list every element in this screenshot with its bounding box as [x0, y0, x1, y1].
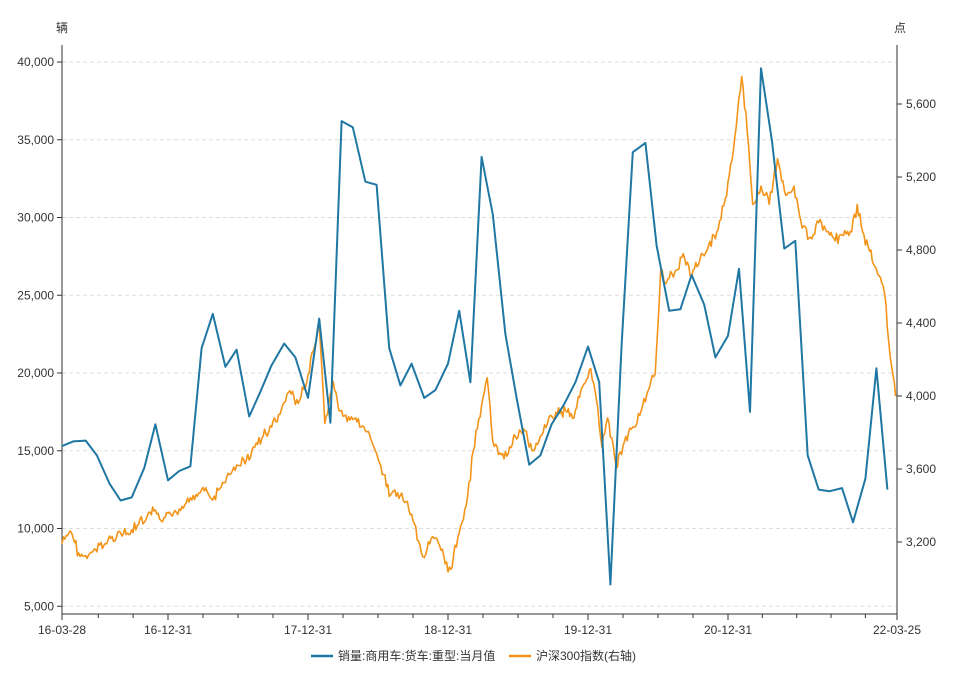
- left-tick-label: 35,000: [17, 133, 54, 147]
- x-tick-label: 19-12-31: [564, 623, 612, 637]
- right-tick-label: 4,400: [906, 316, 936, 330]
- left-tick-label: 30,000: [17, 211, 54, 225]
- x-tick-label: 20-12-31: [704, 623, 752, 637]
- right-tick-label: 3,600: [906, 462, 936, 476]
- x-tick-label: 16-12-31: [144, 623, 192, 637]
- x-tick-label: 16-03-28: [38, 623, 86, 637]
- left-tick-label: 10,000: [17, 522, 54, 536]
- left-tick-label: 40,000: [17, 55, 54, 69]
- left-axis-unit: 辆: [56, 21, 68, 35]
- right-tick-label: 5,600: [906, 97, 936, 111]
- right-tick-label: 5,200: [906, 170, 936, 184]
- axis-ticks: 5,000 10,000 15,000 20,000 25,000 30,000 35,00…: [17, 55, 936, 637]
- left-tick-label: 20,000: [17, 366, 54, 380]
- series-layer: [61, 67, 897, 586]
- legend: 销量:商用车:货车:重型:当月值 沪深300指数(右轴): [311, 648, 636, 663]
- left-tick-label: 15,000: [17, 444, 54, 458]
- series-line-sales: [61, 67, 889, 586]
- x-tick-label: 22-03-25: [873, 623, 921, 637]
- legend-label: 销量:商用车:货车:重型:当月值: [338, 648, 495, 663]
- x-tick-label: 18-12-31: [424, 623, 472, 637]
- right-axis-unit: 点: [894, 21, 906, 35]
- x-tick-label: 17-12-31: [284, 623, 332, 637]
- left-tick-label: 5,000: [24, 599, 54, 613]
- right-tick-label: 4,000: [906, 389, 936, 403]
- right-tick-label: 4,800: [906, 243, 936, 257]
- right-tick-label: 3,200: [906, 535, 936, 549]
- left-tick-label: 25,000: [17, 288, 54, 302]
- series-line-csi300: [61, 75, 897, 573]
- legend-label: 沪深300指数(右轴): [536, 648, 636, 663]
